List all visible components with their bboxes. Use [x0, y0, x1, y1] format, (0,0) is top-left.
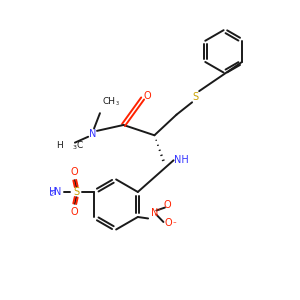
- Text: O: O: [143, 91, 151, 100]
- Text: $_3$: $_3$: [115, 99, 120, 108]
- Text: N: N: [89, 129, 96, 139]
- Text: S: S: [73, 187, 79, 197]
- Text: O: O: [164, 218, 172, 229]
- Text: S: S: [193, 92, 199, 102]
- Text: O: O: [164, 200, 171, 210]
- Text: $_3$C: $_3$C: [72, 139, 84, 152]
- Text: H: H: [56, 141, 63, 150]
- Text: NH: NH: [174, 155, 189, 165]
- Text: O: O: [71, 167, 79, 177]
- Text: CH: CH: [102, 97, 115, 106]
- Text: $^-$: $^-$: [172, 221, 178, 226]
- Text: $^+$: $^+$: [158, 208, 164, 213]
- Text: $_2$N: $_2$N: [49, 185, 62, 199]
- Text: N: N: [151, 208, 158, 218]
- Text: O: O: [71, 207, 79, 217]
- Text: H: H: [49, 187, 56, 197]
